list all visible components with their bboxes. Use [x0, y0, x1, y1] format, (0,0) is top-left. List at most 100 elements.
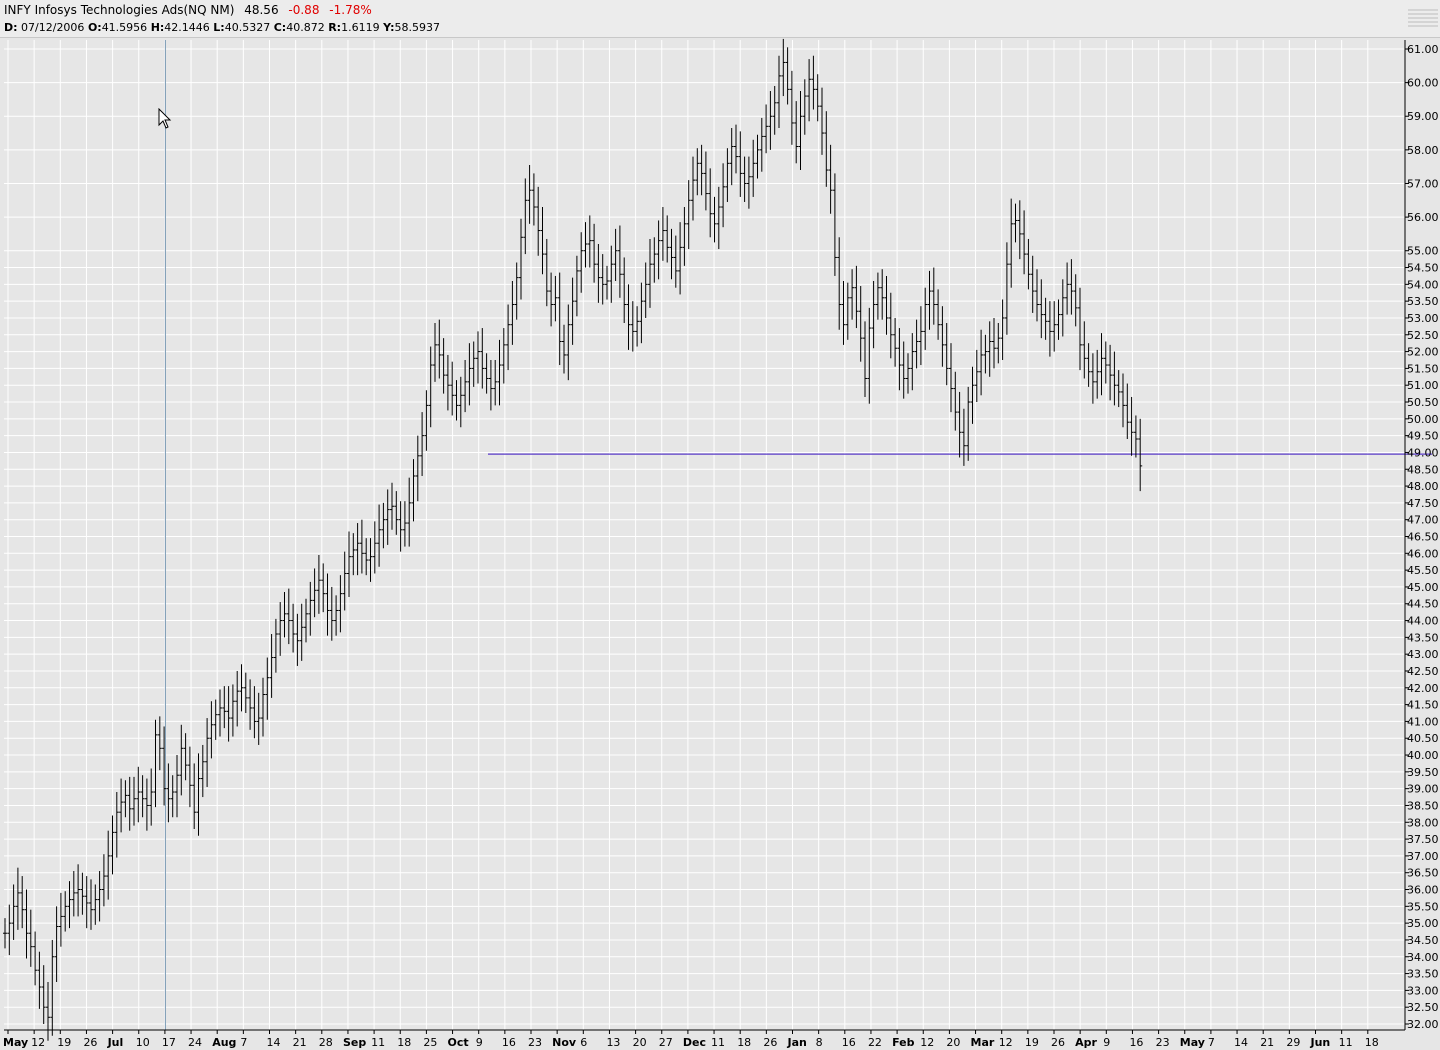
y-label: Y: [383, 21, 395, 34]
ohlc-bar [437, 319, 442, 379]
ohlc-bar [463, 359, 468, 413]
y-tick-label: 60.00 [1407, 77, 1439, 90]
chart-header: INFY Infosys Technologies Ads(NQ NM) 48.… [0, 0, 1440, 38]
y-tick-label: 45.00 [1407, 581, 1439, 594]
ohlc-bars [3, 38, 1143, 1041]
ohlc-bar [213, 699, 218, 740]
ohlc-bar [699, 144, 704, 196]
price-change: -0.88 [288, 3, 320, 17]
y-tick-label: 46.00 [1407, 547, 1439, 560]
x-tick-label: 24 [188, 1036, 202, 1049]
ohlc-bar [1017, 200, 1022, 260]
ohlc-bar [230, 684, 235, 737]
ohlc-bar [949, 343, 953, 413]
ohlc-bar [377, 504, 382, 567]
ohlc-bar [815, 74, 820, 122]
ohlc-bar [497, 339, 502, 406]
ohlc-bar [1103, 341, 1108, 384]
ohlc-bar [858, 286, 863, 362]
y-tick-label: 40.50 [1407, 732, 1439, 745]
resize-grip-icon[interactable] [1406, 6, 1440, 32]
ohlc-bar [196, 753, 201, 836]
ohlc-bar [359, 519, 364, 574]
ohlc-bar [764, 104, 769, 154]
x-tick-label: 25 [423, 1036, 437, 1049]
ohlc-bar [781, 38, 786, 97]
ohlc-bar [136, 766, 141, 823]
ohlc-bar [824, 111, 829, 187]
ohlc-bar [635, 306, 640, 347]
ohlc-bar [291, 603, 296, 653]
ohlc-bar [24, 889, 29, 959]
ohlc-bar [372, 521, 377, 574]
x-tick-label: Aug [212, 1036, 236, 1049]
ohlc-bar [1035, 269, 1039, 322]
ohlc-bar [101, 854, 106, 907]
ohlc-bar [1116, 370, 1121, 408]
x-tick-label: 23 [528, 1036, 542, 1049]
ohlc-bar [996, 323, 1001, 364]
ohlc-bar [1129, 396, 1134, 456]
x-tick-label: Jan [787, 1036, 807, 1049]
ohlc-bar [132, 776, 136, 826]
x-tick-label: Oct [448, 1036, 469, 1049]
ohlc-bar [209, 701, 214, 759]
ohlc-bar [347, 531, 351, 598]
ohlc-bar [338, 575, 343, 633]
range-label: R: [328, 21, 342, 34]
ohlc-bar [428, 346, 433, 428]
ohlc-bar [613, 228, 618, 281]
ohlc-bar [562, 324, 566, 374]
x-tick-label: 9 [1103, 1036, 1110, 1049]
ohlc-bar [1043, 297, 1048, 340]
ohlc-bar [557, 272, 562, 366]
ohlc-bar [841, 280, 846, 345]
ohlc-bar [721, 163, 726, 228]
ohlc-bar [106, 830, 111, 900]
open-value: 41.5956 [101, 21, 148, 34]
ohlc-bar [648, 238, 652, 308]
open-label: O: [87, 21, 102, 34]
ohlc-bar [1009, 198, 1014, 288]
ohlc-bar [218, 689, 222, 737]
x-tick-label: 6 [580, 1036, 587, 1049]
ohlc-bar [179, 724, 184, 796]
y-tick-label: 32.00 [1407, 1018, 1439, 1031]
ohlc-bar [445, 354, 450, 411]
y-tick-label: 36.00 [1407, 884, 1439, 897]
ohlc-bar [828, 144, 833, 214]
y-tick-label: 33.50 [1407, 968, 1439, 981]
y-tick-label: 56.00 [1407, 211, 1439, 224]
ohlc-bar [987, 321, 992, 377]
ohlc-bar [910, 333, 915, 391]
ohlc-bar [725, 148, 730, 202]
ohlc-bar [609, 245, 614, 303]
ohlc-bar [308, 581, 313, 636]
ohlc-bar [450, 361, 455, 416]
price-chart[interactable]: 61.00 60.00 59.00 58.00 57.00 56.00 55.00 54.50… [0, 37, 1440, 1050]
x-tick-label: May [1180, 1036, 1205, 1049]
ohlc-bar [665, 215, 670, 263]
x-tick-label: May [3, 1036, 28, 1049]
ohlc-bar [837, 237, 842, 330]
y-tick-label: 37.50 [1407, 833, 1439, 846]
x-tick-label: 18 [1365, 1036, 1379, 1049]
y-tick-label: 40.00 [1407, 749, 1439, 762]
ohlc-bar [789, 70, 794, 145]
ohlc-bar [175, 755, 179, 818]
ohlc-bar [678, 222, 683, 295]
ohlc-bar [1099, 333, 1104, 396]
ohlc-bar [76, 864, 81, 917]
ohlc-bar [50, 939, 55, 1036]
x-tick-label: 11 [371, 1036, 385, 1049]
ohlc-bar [67, 881, 72, 929]
ohlc-bar [295, 613, 300, 666]
ohlc-bar [162, 726, 167, 806]
ohlc-bar [708, 168, 713, 238]
ohlc-bar [321, 563, 326, 613]
ohlc-bar [304, 598, 308, 643]
ohlc-bar [278, 602, 283, 656]
ohlc-bar [402, 501, 407, 547]
ohlc-bar [807, 59, 812, 122]
ohlc-bar [777, 55, 781, 129]
